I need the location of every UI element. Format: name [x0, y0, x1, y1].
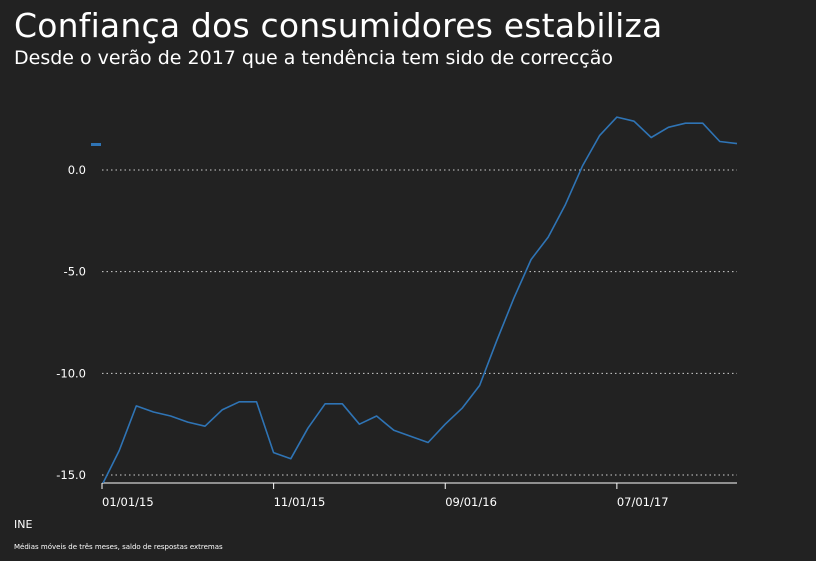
series-line: [102, 116, 738, 483]
legend-swatch: [91, 143, 101, 146]
x-tick-label: 09/01/16: [445, 495, 497, 509]
source-label: INE: [14, 518, 33, 531]
x-tick-label: 11/01/15: [274, 495, 326, 509]
y-tick-label: -15.0: [56, 468, 86, 482]
footnote: Médias móveis de três meses, saldo de re…: [14, 543, 223, 551]
x-tick-label: 07/01/17: [617, 495, 669, 509]
y-tick-label: 0.0: [68, 163, 86, 177]
chart-subtitle: Desde o verão de 2017 que a tendência te…: [14, 47, 613, 69]
y-tick-label: -5.0: [64, 265, 86, 279]
chart-title: Confiança dos consumidores estabiliza: [14, 6, 663, 45]
x-tick-label: 01/01/15: [102, 495, 154, 509]
y-tick-label: -10.0: [56, 366, 86, 380]
